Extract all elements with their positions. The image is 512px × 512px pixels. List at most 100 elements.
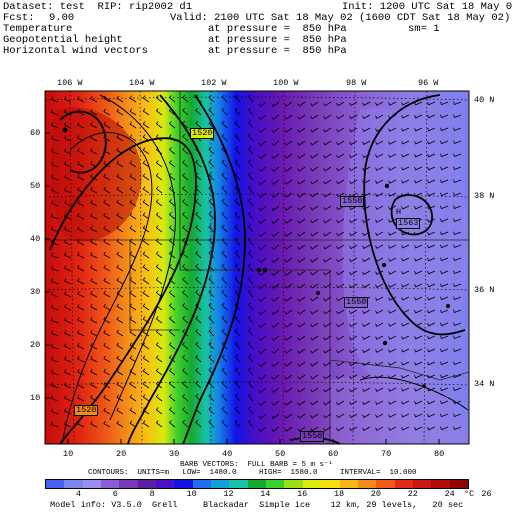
wind-barb — [64, 330, 72, 337]
wind-barb — [440, 426, 449, 431]
wind-barb — [453, 205, 462, 210]
lat-label: 34 N — [474, 379, 495, 389]
wind-barb — [142, 407, 150, 415]
wind-barb — [90, 96, 98, 103]
wind-barb — [195, 302, 202, 311]
wind-barb — [375, 114, 384, 119]
wind-barb — [414, 270, 423, 275]
wind-barb — [297, 244, 306, 250]
wind-barb — [103, 290, 111, 298]
wind-barb — [453, 114, 462, 119]
wind-barb — [77, 317, 85, 324]
wind-barb — [453, 309, 462, 314]
wind-barb — [284, 153, 293, 159]
wind-barb — [142, 290, 150, 298]
wind-barb — [142, 121, 150, 129]
wind-barb — [234, 393, 241, 402]
wind-barb — [297, 218, 306, 224]
wind-barb — [401, 296, 410, 301]
lon-label: 104 W — [129, 78, 155, 88]
wind-barb — [349, 322, 358, 328]
wind-barb — [284, 166, 293, 172]
wind-barb — [336, 179, 345, 185]
wind-barb — [440, 179, 449, 184]
wind-barb — [221, 302, 228, 311]
contours-note: CONTOURS: UNITS=m LOW= 1480.0 HIGH= 1580… — [88, 469, 417, 477]
wind-barb — [453, 244, 462, 249]
wind-barb — [155, 316, 163, 324]
legend-swatch — [137, 480, 157, 488]
wind-barb — [284, 348, 293, 354]
wind-barb — [362, 361, 371, 366]
wind-barb — [182, 172, 189, 181]
wind-barb — [284, 192, 293, 198]
wind-barb — [362, 374, 371, 379]
wind-barb — [349, 400, 358, 406]
wind-barb — [116, 238, 124, 246]
wind-barb — [221, 107, 228, 116]
wind-barb — [234, 367, 241, 376]
wind-barb — [155, 160, 163, 168]
wind-barb — [182, 341, 189, 350]
contour-label: 1550 — [340, 196, 365, 207]
wind-barb — [362, 283, 371, 288]
wind-barb — [64, 421, 72, 428]
wind-barb — [414, 205, 423, 210]
wind-barb — [388, 387, 397, 392]
wind-barb — [427, 153, 436, 158]
legend-swatch — [394, 480, 413, 488]
wind-barb — [208, 185, 215, 194]
wind-barb — [221, 341, 228, 350]
wind-barb — [414, 309, 423, 314]
wind-barb — [129, 95, 137, 103]
wind-barb — [90, 278, 98, 285]
wind-barb — [221, 419, 228, 428]
wind-barb — [414, 296, 423, 301]
lat-label: 40 N — [474, 95, 495, 105]
wind-barb — [129, 251, 137, 259]
wind-barb — [453, 296, 462, 301]
wind-barb — [221, 367, 228, 376]
wind-barb — [440, 218, 449, 223]
wind-barb — [208, 198, 215, 207]
wind-barb — [375, 426, 384, 431]
wind-barb — [234, 133, 241, 142]
wind-barb — [195, 419, 202, 428]
wind-barb — [401, 348, 410, 353]
wind-barb — [362, 426, 371, 431]
wind-barb — [297, 283, 306, 289]
wind-barb — [388, 231, 397, 236]
cool-region — [342, 108, 469, 382]
wind-barb — [142, 420, 150, 428]
wind-barb — [388, 426, 397, 431]
wind-barb — [258, 283, 267, 289]
legend-swatch — [229, 480, 248, 488]
wind-barb — [221, 315, 228, 324]
wind-barb — [440, 166, 449, 171]
wind-barb — [388, 361, 397, 366]
wind-barb — [427, 361, 436, 366]
wind-barb — [168, 342, 176, 350]
wind-barb — [64, 122, 72, 129]
wind-barb — [375, 296, 384, 301]
wind-barb — [208, 237, 215, 246]
field-wind-vectors: Horizontal wind vectors — [3, 45, 148, 57]
wind-barb — [155, 95, 163, 103]
wind-barb — [168, 225, 176, 233]
wind-barb — [129, 368, 137, 376]
wind-barb — [297, 101, 306, 107]
wind-barb — [129, 160, 137, 168]
wind-barb — [129, 238, 137, 246]
wind-barb — [90, 239, 98, 246]
wind-barb — [116, 303, 124, 311]
wind-barb — [453, 335, 462, 340]
wind-barb — [77, 369, 85, 376]
wind-barb — [401, 166, 410, 171]
wind-barb — [375, 361, 384, 366]
wind-barb — [247, 211, 254, 220]
wind-barb — [90, 291, 98, 298]
wind-barb — [362, 348, 371, 353]
legend-tick-label: 26 — [481, 489, 492, 499]
wind-barb — [90, 226, 98, 233]
